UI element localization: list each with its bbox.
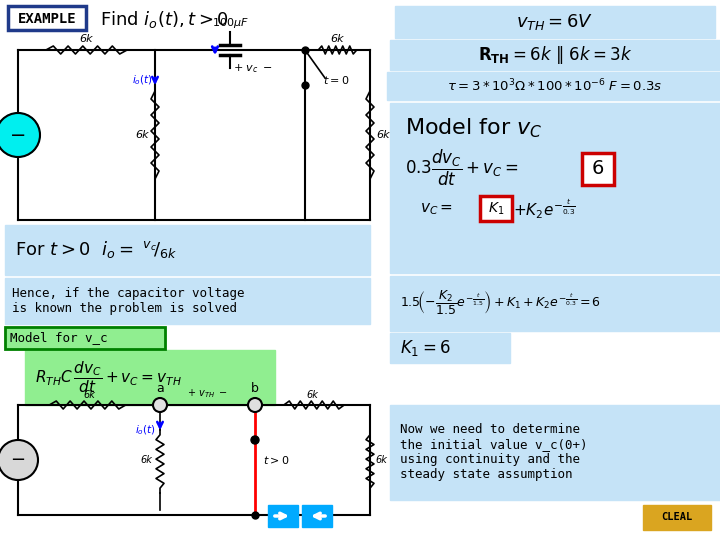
Text: Model for v_c: Model for v_c (10, 332, 107, 345)
Circle shape (0, 440, 38, 480)
Text: b: b (251, 382, 259, 395)
Text: Find $i_o(t), t>0$: Find $i_o(t), t>0$ (100, 9, 229, 30)
Text: 6k: 6k (330, 34, 344, 44)
Bar (395, 6, 715, 38)
Bar (5, 327, 165, 349)
Bar (480, 196, 512, 221)
Text: 6k: 6k (376, 130, 390, 140)
Text: $\tau = 3*10^3\Omega*100*10^{-6}\ F = 0.3s$: $\tau = 3*10^3\Omega*100*10^{-6}\ F = 0.… (447, 78, 663, 94)
Text: −: − (10, 451, 26, 469)
Bar (387, 72, 720, 100)
Circle shape (153, 398, 167, 412)
Text: $+\ v_c\ -$: $+\ v_c\ -$ (233, 62, 273, 75)
Text: $+ K_2 e^{-\frac{t}{0.3}}$: $+ K_2 e^{-\frac{t}{0.3}}$ (513, 197, 576, 221)
Bar (390, 333, 510, 363)
Bar (5, 225, 370, 275)
Bar (302, 505, 332, 527)
Bar (390, 103, 720, 273)
Bar (390, 276, 720, 331)
Bar (5, 327, 165, 349)
Text: For $t > 0$  $i_o =\ ^{v_c}\!/_{6k}$: For $t > 0$ $i_o =\ ^{v_c}\!/_{6k}$ (15, 240, 177, 260)
Text: Hence, if the capacitor voltage
is known the problem is solved: Hence, if the capacitor voltage is known… (12, 287, 245, 315)
Text: 6k: 6k (375, 455, 387, 465)
Text: $t > 0$: $t > 0$ (263, 454, 289, 466)
Bar (25, 350, 275, 405)
Text: $0.3\dfrac{dv_C}{dt} + v_C =$: $0.3\dfrac{dv_C}{dt} + v_C =$ (405, 148, 519, 188)
Text: $+\ v_{TH}\ -$: $+\ v_{TH}\ -$ (187, 387, 228, 400)
Text: 6k: 6k (140, 455, 152, 465)
Bar (415, 193, 720, 225)
Text: $i_o(t)$: $i_o(t)$ (135, 423, 156, 437)
Text: $v_{TH} = 6V$: $v_{TH} = 6V$ (516, 12, 593, 32)
Text: 6k: 6k (135, 130, 149, 140)
Text: 100$\mu F$: 100$\mu F$ (212, 16, 248, 30)
Text: $K_1 = 6$: $K_1 = 6$ (400, 338, 451, 358)
Circle shape (248, 398, 262, 412)
Text: CLEAL: CLEAL (662, 512, 693, 522)
Text: $v_C = $: $v_C = $ (420, 201, 453, 217)
Bar (390, 405, 720, 500)
Text: 6k: 6k (307, 390, 318, 400)
Text: $1.5\!\left(-\dfrac{K_2}{1.5}e^{-\frac{t}{1.5}}\right)+K_1+K_2 e^{-\frac{t}{0.3}: $1.5\!\left(-\dfrac{K_2}{1.5}e^{-\frac{t… (400, 289, 601, 317)
Text: $t=0$: $t=0$ (323, 74, 349, 86)
Text: Now we need to determine
the initial value v_c(0+)
using continuity and the
stea: Now we need to determine the initial val… (400, 423, 588, 481)
Text: Model for $v_C$: Model for $v_C$ (405, 116, 542, 140)
Text: $i_o(t)$: $i_o(t)$ (132, 73, 153, 87)
Text: $\mathbf{R_{TH}} = 6k\ \|\ 6k = 3k$: $\mathbf{R_{TH}} = 6k\ \|\ 6k = 3k$ (478, 44, 632, 66)
Text: $6$: $6$ (591, 159, 605, 179)
Bar (8, 6, 86, 30)
Text: $K_1$: $K_1$ (488, 201, 504, 217)
Text: a: a (156, 382, 164, 395)
Circle shape (251, 436, 259, 444)
Text: $R_{TH}C\,\dfrac{dv_C}{dt} + v_C = v_{TH}$: $R_{TH}C\,\dfrac{dv_C}{dt} + v_C = v_{TH… (35, 359, 182, 395)
Text: −: − (10, 125, 26, 145)
Bar (582, 153, 614, 185)
Text: EXAMPLE: EXAMPLE (18, 12, 76, 26)
Bar (268, 505, 298, 527)
Text: 6k: 6k (80, 34, 94, 44)
Bar (390, 40, 720, 70)
Text: 6k: 6k (83, 390, 95, 400)
Bar (5, 278, 370, 324)
Circle shape (0, 113, 40, 157)
Bar (643, 505, 711, 530)
